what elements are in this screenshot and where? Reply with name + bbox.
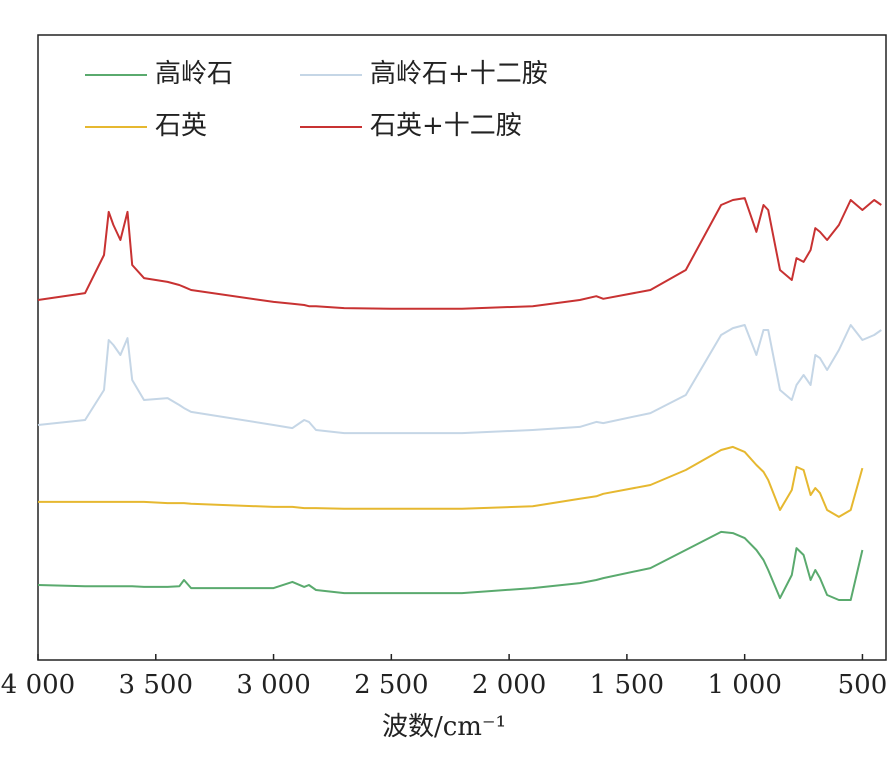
x-tick-label: 4 000	[1, 670, 75, 700]
x-tick-label: 2 000	[472, 670, 546, 700]
series-line	[37, 197, 882, 310]
legend-label: 石英+十二胺	[370, 111, 522, 141]
legend-label: 高岭石+十二胺	[370, 59, 548, 89]
plot-frame	[37, 34, 887, 661]
legend-label: 石英	[155, 111, 207, 141]
x-tick-label: 3 000	[236, 670, 310, 700]
x-axis-label: 波数/cm⁻¹	[382, 712, 506, 742]
series-line	[38, 445, 864, 518]
legend-label: 高岭石	[155, 59, 233, 89]
x-tick-label: 2 500	[354, 670, 428, 700]
x-tick-label: 1 000	[707, 670, 781, 700]
series-line	[37, 530, 864, 601]
series-line	[37, 324, 882, 435]
x-tick-label: 3 500	[119, 670, 193, 700]
x-tick-label: 1 500	[590, 670, 664, 700]
x-tick-label: 500	[838, 670, 888, 700]
